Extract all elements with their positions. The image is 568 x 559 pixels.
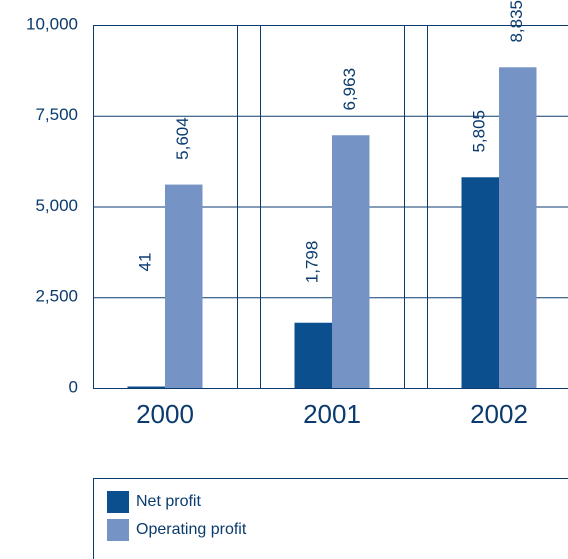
legend-box <box>93 478 568 559</box>
legend-label: Operating profit <box>136 521 247 538</box>
y-tick-label: 2,500 <box>35 287 78 306</box>
data-label: 5,805 <box>470 110 489 153</box>
y-tick-label: 0 <box>69 377 78 396</box>
bar <box>461 177 499 388</box>
data-label: 5,604 <box>173 117 192 160</box>
bar <box>294 322 332 388</box>
x-tick-label: 2002 <box>470 399 528 429</box>
panel <box>93 25 238 389</box>
bar <box>165 184 203 388</box>
y-tick-label: 10,000 <box>26 14 78 33</box>
x-tick-label: 2000 <box>136 399 194 429</box>
data-label: 41 <box>136 253 155 272</box>
x-tick-label: 2001 <box>303 399 361 429</box>
data-label: 8,835 <box>507 0 526 43</box>
legend-label: Net profit <box>136 493 201 510</box>
data-label: 1,798 <box>303 241 322 284</box>
y-tick-label: 7,500 <box>35 105 78 124</box>
data-label: 6,963 <box>340 68 359 111</box>
panel <box>260 25 405 389</box>
bar <box>127 386 165 388</box>
legend-swatch <box>107 519 129 541</box>
bar <box>332 135 370 388</box>
legend-swatch <box>107 491 129 513</box>
y-tick-label: 5,000 <box>35 196 78 215</box>
bar <box>499 67 537 389</box>
panel <box>427 25 568 389</box>
